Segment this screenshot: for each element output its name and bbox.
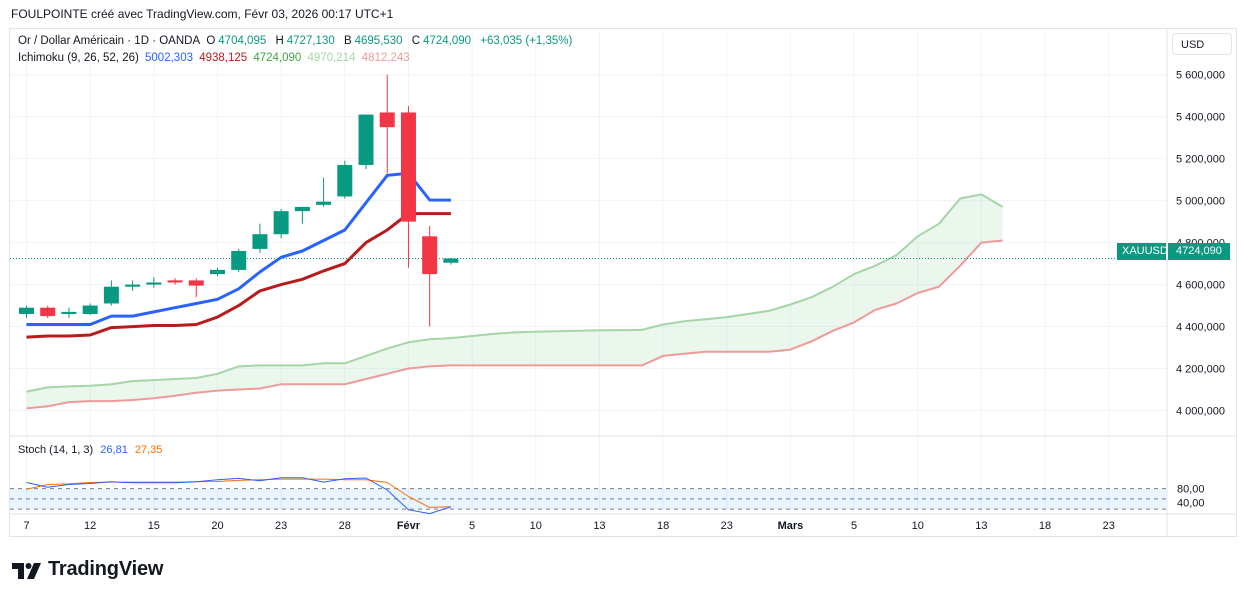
candle-body <box>316 201 332 205</box>
candle-body <box>273 211 289 235</box>
time-tick-label: 13 <box>593 520 605 532</box>
currency-button[interactable]: USD <box>1172 33 1232 55</box>
close-value: 4724,090 <box>423 35 472 47</box>
ichimoku-name: Ichimoku (9, 26, 52, 26) <box>18 52 139 64</box>
candle-body <box>40 307 56 317</box>
candle-body <box>337 164 353 197</box>
chart-caption: FOULPOINTE créé avec TradingView.com, Fé… <box>11 7 394 21</box>
ichimoku-legend[interactable]: Ichimoku (9, 26, 52, 26) 5002,303 4938,1… <box>18 52 413 64</box>
span-b-value: 4812,243 <box>361 52 410 64</box>
tradingview-logo-icon <box>12 562 41 579</box>
stoch-tick-label: 80,00 <box>1177 484 1205 496</box>
price-tag-symbol: XAUUSD <box>1117 243 1168 260</box>
time-tick-label: 20 <box>211 520 223 532</box>
close-label: C <box>411 35 421 47</box>
candle-body <box>422 236 438 275</box>
candle-body <box>400 112 416 222</box>
time-tick-label: Févr <box>397 520 421 532</box>
candle-body <box>146 282 162 285</box>
span-a-line <box>26 193 1004 393</box>
time-tick-label: 5 <box>469 520 475 532</box>
price-tick-label: 5 600,000 <box>1176 70 1225 82</box>
candle-body <box>125 284 141 287</box>
time-tick-label: 7 <box>23 520 29 532</box>
low-value: 4695,530 <box>354 35 403 47</box>
time-tick-label: 18 <box>657 520 669 532</box>
price-tag-value: 4724,090 <box>1168 243 1230 260</box>
time-tick-label: 13 <box>975 520 987 532</box>
time-tick-label: 12 <box>84 520 96 532</box>
price-tick-label: 5 200,000 <box>1176 154 1225 166</box>
time-tick-label: 28 <box>339 520 351 532</box>
price-tick-label: 4 200,000 <box>1176 364 1225 376</box>
kijun-value: 4938,125 <box>199 52 248 64</box>
open-value: 4704,095 <box>218 35 267 47</box>
candle-body <box>19 307 34 314</box>
change-value: +63,035 (+1,35%) <box>480 35 573 47</box>
price-tick-label: 4 000,000 <box>1176 406 1225 418</box>
stoch-k-line <box>26 477 452 515</box>
chikou-value: 4724,090 <box>253 52 302 64</box>
kijun-line <box>26 212 451 339</box>
candle-body <box>167 280 183 283</box>
price-tick-label: 5 000,000 <box>1176 196 1225 208</box>
symbol-name: Or / Dollar Américain · 1D · OANDA <box>18 35 201 47</box>
candle-body <box>231 251 247 270</box>
high-label: H <box>275 35 284 47</box>
stoch-tick-label: 40,00 <box>1177 497 1205 509</box>
candle-body <box>82 305 98 314</box>
stoch-name: Stoch (14, 1, 3) <box>18 444 94 456</box>
time-tick-label: 23 <box>721 520 733 532</box>
stoch-k-value: 26,81 <box>100 444 128 456</box>
candle-body <box>103 286 119 304</box>
span-b-line <box>26 239 1003 410</box>
time-tick-label: 5 <box>851 520 857 532</box>
candle-body <box>358 114 374 165</box>
candle-body <box>252 234 268 249</box>
low-label: B <box>343 35 352 47</box>
candle-body <box>379 112 395 128</box>
time-tick-label: 18 <box>1039 520 1051 532</box>
time-tick-label: 10 <box>912 520 924 532</box>
open-label: O <box>206 35 216 47</box>
candle-body <box>294 206 310 212</box>
price-tick-label: 5 400,000 <box>1176 112 1225 124</box>
candle-body <box>443 258 459 263</box>
price-tick-label: 4 400,000 <box>1176 322 1225 334</box>
candle-body <box>209 269 225 275</box>
candle-body <box>188 280 204 286</box>
price-tick-label: 4 600,000 <box>1176 280 1225 292</box>
candle-body <box>61 311 77 314</box>
time-tick-label: 23 <box>1103 520 1115 532</box>
span-a-value: 4970,214 <box>307 52 356 64</box>
stoch-d-value: 27,35 <box>134 444 163 456</box>
ichimoku-cloud <box>26 194 1003 409</box>
stoch-d-line <box>26 478 451 508</box>
time-tick-label: 10 <box>530 520 542 532</box>
chart-frame <box>9 28 1237 537</box>
tenkan-line <box>26 171 451 326</box>
stoch-legend[interactable]: Stoch (14, 1, 3) 26,81 27,35 <box>18 444 162 456</box>
tenkan-value: 5002,303 <box>145 52 193 64</box>
symbol-legend[interactable]: Or / Dollar Américain · 1D · OANDA O 4704… <box>18 35 575 47</box>
time-tick-label: 23 <box>275 520 287 532</box>
time-tick-label: Mars <box>778 520 804 532</box>
time-tick-label: 15 <box>148 520 160 532</box>
high-value: 4727,130 <box>286 35 335 47</box>
tradingview-logo[interactable]: TradingView <box>12 558 163 581</box>
brand-name: TradingView <box>48 558 164 580</box>
